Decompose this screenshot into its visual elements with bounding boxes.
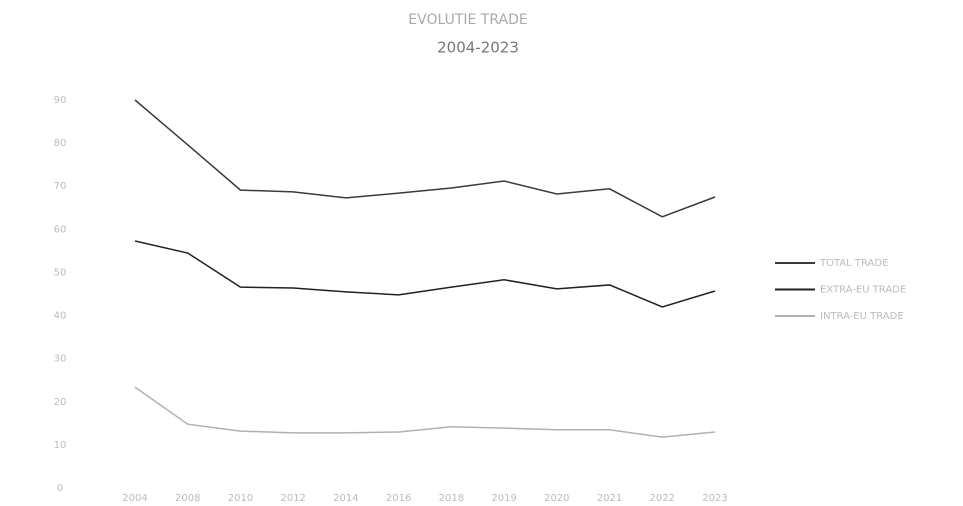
y-tick-label: 0: [57, 483, 63, 494]
y-tick-label: 60: [54, 224, 67, 235]
x-tick-label: 2020: [544, 493, 569, 504]
x-tick-label: 2004: [122, 493, 147, 504]
x-tick-label: 2014: [333, 493, 358, 504]
legend-label: TOTAL TRADE: [819, 258, 888, 269]
y-tick-label: 30: [54, 354, 67, 365]
y-tick-label: 10: [54, 440, 67, 451]
y-tick-label: 90: [54, 95, 67, 106]
series-line: [134, 99, 716, 218]
x-tick-label: 2019: [491, 493, 516, 504]
x-tick-label: 2016: [386, 493, 411, 504]
y-tick-label: 20: [54, 397, 67, 408]
x-tick-label: 2012: [280, 493, 305, 504]
y-tick-label: 80: [54, 138, 67, 149]
y-tick-label: 40: [54, 311, 67, 322]
legend-label: INTRA-EU TRADE: [820, 311, 904, 322]
x-tick-label: 2018: [439, 493, 464, 504]
x-tick-label: 2023: [702, 493, 727, 504]
x-tick-label: 2010: [228, 493, 253, 504]
y-tick-label: 50: [54, 267, 67, 278]
x-tick-label: 2021: [597, 493, 622, 504]
chart-title: EVOLUTIE TRADE: [408, 12, 527, 28]
x-tick-label: 2022: [650, 493, 675, 504]
x-tick-label: 2008: [175, 493, 200, 504]
legend-label: EXTRA-EU TRADE: [820, 285, 906, 296]
series-line: [134, 386, 716, 438]
chart-subtitle: 2004-2023: [437, 39, 519, 57]
y-tick-label: 70: [54, 181, 67, 192]
series-line: [134, 240, 716, 308]
